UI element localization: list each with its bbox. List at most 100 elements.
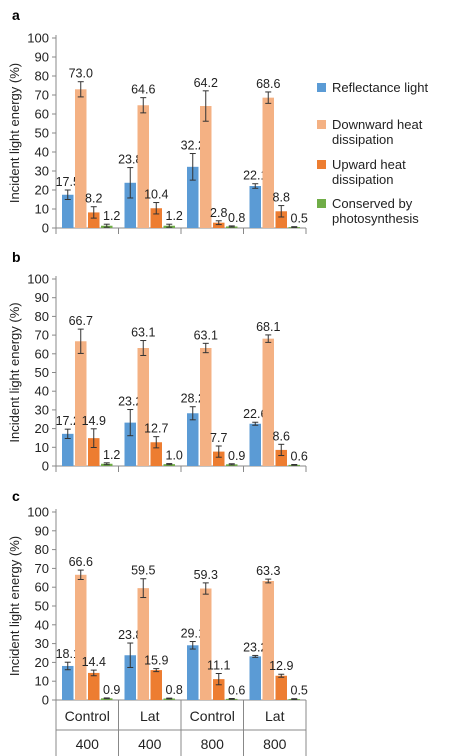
x-category-label: Control — [65, 708, 110, 724]
bar — [275, 211, 287, 228]
legend-swatch — [317, 160, 326, 169]
data-label: 1.2 — [166, 209, 183, 223]
data-label: 66.6 — [69, 555, 93, 569]
data-label: 63.1 — [194, 328, 218, 342]
data-label: 68.6 — [256, 77, 280, 91]
y-tick-label: 90 — [35, 50, 49, 65]
x-axis-categories: Control Lat Control Lat 400 400 800 800 — [55, 700, 307, 756]
chart-panel-a: a Incident light energy (%) 0 10 20 30 40 50 60 7… — [7, 7, 308, 236]
bar — [187, 413, 199, 466]
data-label: 2.8 — [210, 206, 227, 220]
bar — [249, 656, 261, 700]
y-tick-label: 30 — [35, 402, 49, 417]
y-tick-label: 100 — [27, 505, 49, 520]
data-label: 14.4 — [82, 655, 106, 669]
x-subcategory-label: 800 — [201, 736, 225, 752]
data-label: 23.2 — [118, 395, 142, 409]
y-axis-title: Incident light energy (%) — [7, 63, 22, 203]
data-label: 8.2 — [85, 192, 102, 206]
bar — [150, 670, 162, 700]
data-label: 23.2 — [243, 640, 267, 654]
data-label: 8.6 — [273, 429, 290, 443]
data-label: 12.9 — [269, 659, 293, 673]
y-tick-label: 10 — [35, 440, 49, 455]
data-label: 59.5 — [131, 564, 155, 578]
bar — [262, 338, 274, 466]
bar — [124, 422, 136, 466]
data-label: 0.9 — [103, 683, 120, 697]
data-label: 0.8 — [228, 211, 245, 225]
y-axis-title: Incident light energy (%) — [7, 536, 22, 676]
x-subcategory-label: 400 — [76, 736, 100, 752]
bar — [213, 222, 225, 228]
bar — [62, 433, 74, 466]
bar — [150, 208, 162, 228]
y-tick-label: 40 — [35, 384, 49, 399]
bar — [200, 588, 212, 700]
data-label: 73.0 — [69, 67, 93, 81]
data-label: 12.7 — [144, 422, 168, 436]
y-tick-label: 50 — [35, 126, 49, 141]
y-tick-label: 100 — [27, 272, 49, 287]
y-tick-label: 40 — [35, 145, 49, 160]
bar — [262, 580, 274, 700]
x-category-label: Lat — [265, 708, 285, 724]
y-tick-label: 10 — [35, 202, 49, 217]
y-tick-label: 0 — [42, 459, 49, 474]
legend-label-line: Reflectance light — [332, 80, 429, 95]
bar — [213, 679, 225, 700]
bar — [88, 438, 100, 466]
data-label: 17.5 — [56, 175, 80, 189]
panel-label: b — [12, 249, 21, 265]
y-tick-label: 70 — [35, 88, 49, 103]
y-tick-label: 60 — [35, 107, 49, 122]
data-label: 1.2 — [103, 448, 120, 462]
y-tick-label: 30 — [35, 164, 49, 179]
y-tick-label: 90 — [35, 290, 49, 305]
y-tick-label: 20 — [35, 421, 49, 436]
bar — [62, 665, 74, 700]
bar — [137, 105, 149, 228]
data-label: 17.2 — [56, 414, 80, 428]
bar — [150, 442, 162, 466]
legend-label: Reflectance light — [332, 80, 428, 95]
legend-label: Conserved by photosynthesis — [332, 196, 419, 226]
data-label: 22.6 — [243, 407, 267, 421]
x-subcategory-label: 800 — [263, 736, 287, 752]
y-tick-label: 80 — [35, 309, 49, 324]
bar — [200, 106, 212, 228]
x-subcategory-label: 400 — [138, 736, 162, 752]
bar — [187, 645, 199, 700]
data-label: 64.6 — [131, 83, 155, 97]
y-tick-label: 0 — [42, 693, 49, 708]
legend-swatch — [317, 199, 326, 208]
data-label: 11.1 — [207, 658, 230, 672]
bar — [275, 675, 287, 700]
y-tick-label: 10 — [35, 674, 49, 689]
data-label: 10.4 — [144, 188, 168, 202]
y-tick-label: 30 — [35, 636, 49, 651]
x-category-label: Lat — [140, 708, 160, 724]
legend-swatch — [317, 120, 326, 129]
data-label: 0.6 — [228, 683, 245, 697]
y-tick-label: 50 — [35, 365, 49, 380]
y-tick-label: 50 — [35, 599, 49, 614]
data-label: 15.9 — [144, 654, 168, 668]
y-tick-label: 100 — [27, 31, 49, 46]
y-tick-label: 60 — [35, 346, 49, 361]
legend-label-line: Downward heat — [332, 117, 423, 132]
data-label: 63.1 — [131, 326, 155, 340]
data-label: 14.9 — [82, 414, 106, 428]
bar — [75, 574, 87, 700]
data-label: 1.2 — [103, 209, 120, 223]
data-label: 18.1 — [56, 647, 80, 661]
data-label: 0.8 — [166, 683, 183, 697]
data-label: 68.1 — [256, 320, 280, 334]
legend-label-line: dissipation — [332, 172, 394, 187]
bar — [124, 182, 136, 228]
bar — [124, 655, 136, 700]
bar — [200, 348, 212, 466]
bar — [275, 449, 287, 466]
bar — [137, 348, 149, 466]
y-tick-label: 20 — [35, 655, 49, 670]
